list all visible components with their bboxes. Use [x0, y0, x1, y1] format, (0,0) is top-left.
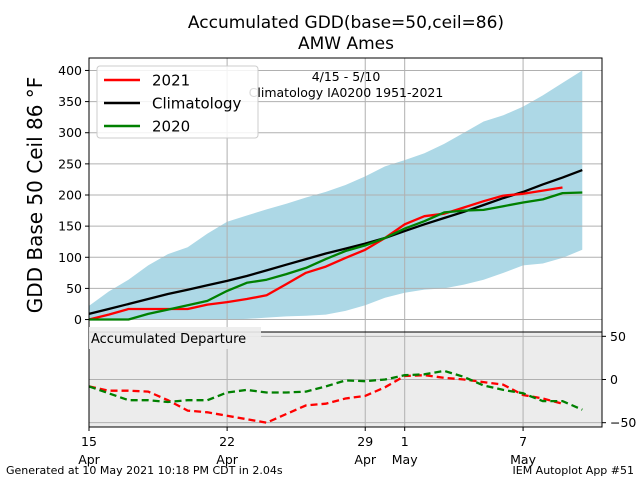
annotation-climatology-source: Climatology IA0200 1951-2021: [249, 85, 444, 100]
top-panel-y-ticks: 0 50 100 150 200 250 300 350 400: [58, 63, 89, 327]
top-panel-series-lines: [88, 169, 583, 321]
y-tick-label-top-0: 0: [74, 312, 82, 327]
series-line-2020: [89, 191, 583, 321]
x-tick-sublabel-3: May: [392, 452, 418, 467]
annotation-date-range: 4/15 - 5/10: [312, 69, 381, 84]
x-tick-sublabel-4: May: [510, 452, 536, 467]
legend-box: [96, 65, 259, 139]
y-axis-label: GDD Base 50 Ceil 86 °F: [23, 77, 47, 314]
departure-panel-series-lines: [88, 369, 583, 424]
generated-timestamp: Generated at 10 May 2021 10:18 PM CDT in…: [6, 464, 283, 477]
y-tick-label-bottom-1: 0: [610, 372, 618, 387]
departure-line-2020: [88, 369, 583, 411]
departure-panel-label: Accumulated Departure: [91, 332, 246, 347]
y-tick-label-top-7: 350: [58, 94, 82, 109]
y-tick-label-bottom-0: −50: [610, 415, 636, 430]
chart-subtitle: AMW Ames: [298, 34, 394, 54]
x-tick-label-2: 29: [357, 434, 373, 449]
departure-label-box: [89, 327, 261, 349]
x-tick-sublabel-2: Apr: [354, 452, 376, 467]
y-tick-label-top-8: 400: [58, 63, 82, 78]
departure-panel-y-ticks: −50 0 50: [602, 329, 636, 430]
departure-panel-grid: [88, 332, 602, 427]
x-tick-label-4: 7: [519, 434, 527, 449]
app-credit: IEM Autoplot App #51: [512, 464, 635, 477]
x-axis-ticks: 15 Apr 22 Apr 29 Apr 1 May 7 May: [78, 427, 537, 467]
departure-line-2021: [88, 374, 563, 424]
legend: 2021 Climatology 2020: [96, 65, 259, 139]
chart-title: Accumulated GDD(base=50,ceil=86): [188, 13, 504, 33]
legend-label-2021: 2021: [152, 72, 190, 90]
y-tick-label-top-2: 100: [58, 250, 82, 265]
y-tick-label-top-4: 200: [58, 188, 82, 203]
legend-label-2020: 2020: [152, 118, 190, 136]
series-line-climatology: [88, 169, 583, 316]
y-tick-label-top-3: 150: [58, 219, 82, 234]
y-tick-label-top-5: 250: [58, 156, 82, 171]
x-tick-sublabel-1: Apr: [216, 452, 238, 467]
x-tick-label-0: 15: [81, 434, 97, 449]
top-panel-grid: [88, 58, 602, 332]
legend-label-climatology: Climatology: [152, 95, 242, 113]
y-tick-label-bottom-2: 50: [610, 329, 626, 344]
x-tick-sublabel-0: Apr: [78, 452, 100, 467]
y-tick-label-top-6: 300: [58, 125, 82, 140]
x-tick-label-3: 1: [401, 434, 409, 449]
x-tick-label-1: 22: [219, 434, 235, 449]
y-tick-label-top-1: 50: [66, 281, 82, 296]
